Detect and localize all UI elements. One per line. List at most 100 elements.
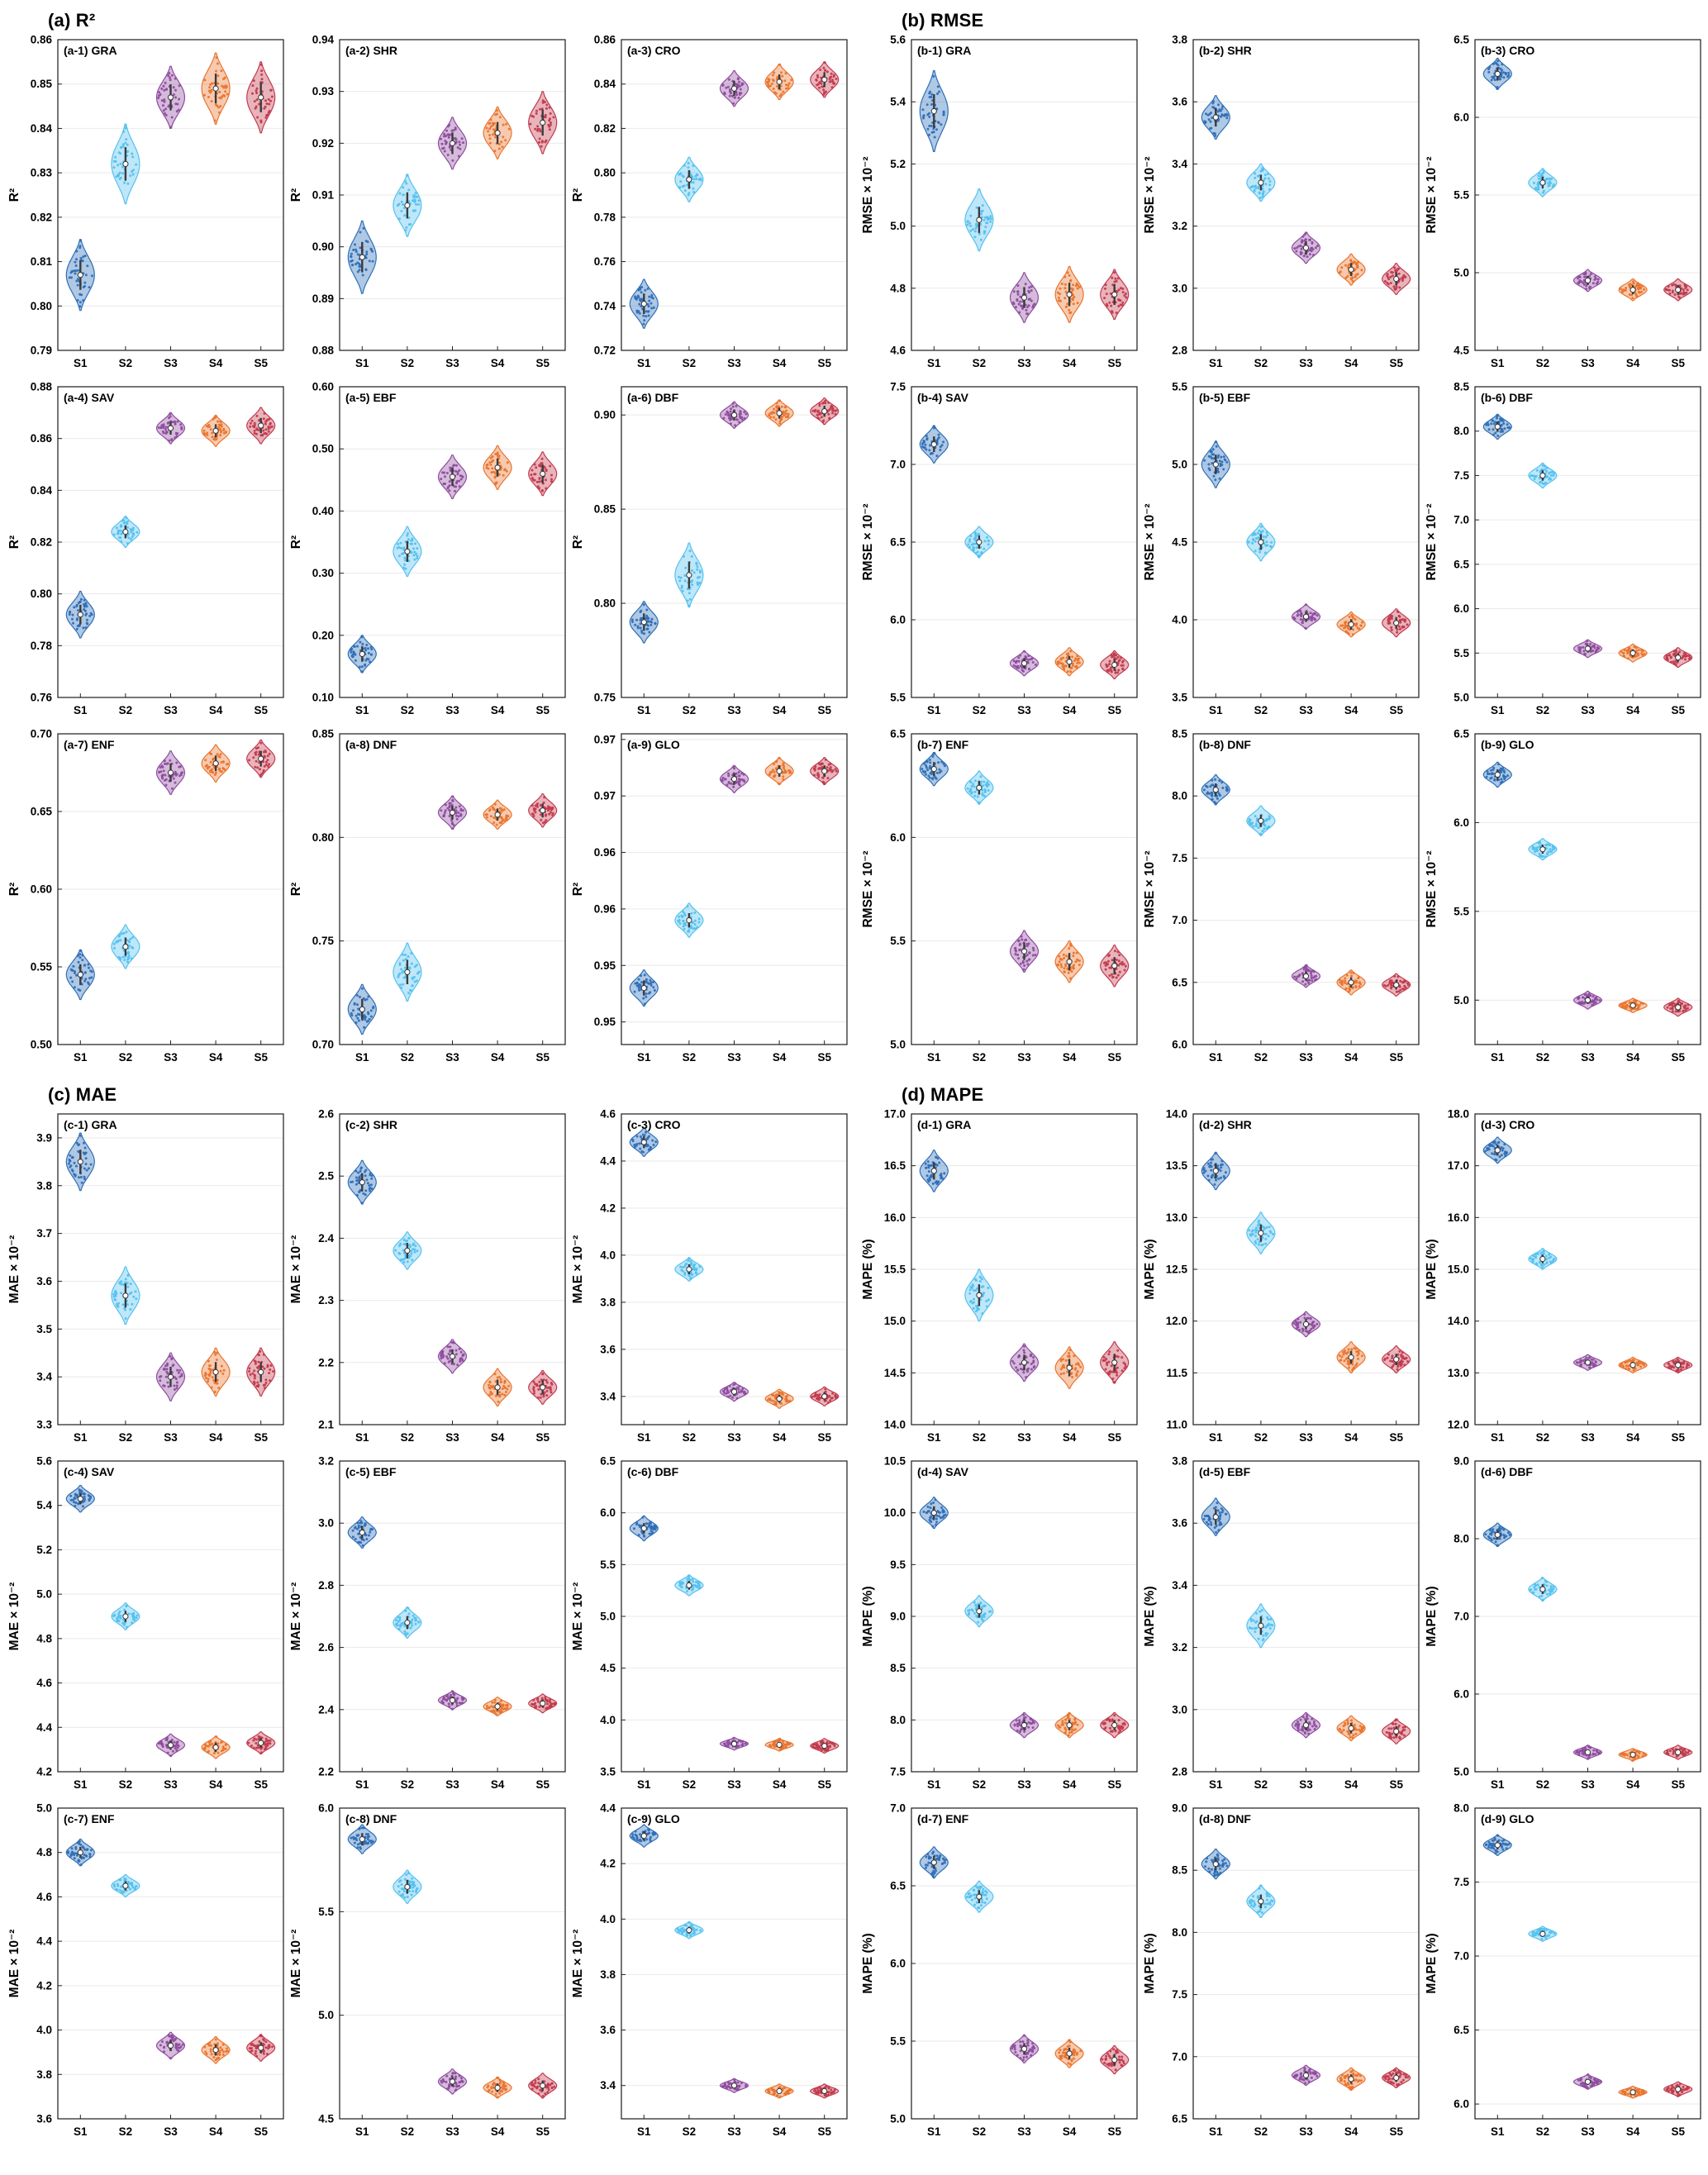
sample-point [1120, 664, 1123, 667]
median-marker [359, 650, 365, 657]
sample-point [1016, 290, 1020, 293]
sample-point [1547, 182, 1550, 185]
sample-point [1386, 273, 1389, 276]
sample-point [398, 962, 402, 965]
sample-point [498, 821, 502, 825]
sample-point [117, 174, 120, 178]
sample-point [488, 134, 492, 137]
sample-point [1355, 622, 1358, 626]
x-tick-label: S2 [119, 357, 133, 369]
sample-point [1065, 954, 1068, 958]
sample-point [819, 763, 821, 766]
panel-b-grid: 4.6 4.8 5.0 5.2 5.4 5.6 S1 S2 S3 S4 S5 (b-1) GRA RMS… [860, 31, 1706, 1073]
sample-point [1220, 113, 1224, 117]
subplot-a-6-dbf: 0.75 0.80 0.85 0.90 S1 S2 S3 S4 S5 (a-6) DBF R² [570, 378, 852, 726]
sample-point [550, 807, 554, 811]
sample-point [416, 557, 419, 559]
sample-point [269, 88, 273, 92]
sample-point [1544, 468, 1547, 471]
sample-point [818, 412, 821, 416]
sample-point [203, 79, 207, 82]
sample-point [251, 425, 255, 428]
sample-point [1215, 445, 1218, 448]
sample-point [1395, 285, 1398, 288]
sample-point [1537, 185, 1540, 188]
sample-point [402, 566, 406, 569]
x-tick-label: S3 [164, 1051, 178, 1064]
x-tick-label: S1 [1209, 704, 1223, 716]
sample-point [174, 96, 177, 99]
sample-point [269, 1368, 272, 1371]
sample-point [255, 87, 259, 90]
sample-point [683, 914, 687, 917]
sample-point [490, 460, 493, 464]
sample-point [982, 784, 985, 788]
sample-point [81, 959, 84, 962]
sample-point [1219, 109, 1222, 112]
sample-point [1593, 275, 1596, 278]
sample-point [1541, 464, 1544, 467]
median-marker [1302, 973, 1310, 979]
y-tick-label: 0.80 [31, 300, 52, 312]
sample-point [174, 420, 177, 423]
sample-point [1492, 419, 1495, 422]
y-tick-label: 0.81 [31, 255, 53, 268]
y-tick-label: 3.4 [36, 1371, 52, 1383]
sample-point [264, 428, 268, 431]
sample-point [633, 990, 636, 993]
sample-point [264, 116, 268, 119]
sample-point [1310, 972, 1312, 975]
sample-point [832, 74, 835, 77]
sample-point [445, 129, 449, 132]
sample-point [819, 69, 822, 71]
sample-point [402, 953, 405, 956]
sample-point [130, 538, 133, 540]
sample-point [135, 1297, 138, 1301]
violin-s2 [1246, 163, 1276, 202]
sample-point [831, 769, 835, 773]
sample-point [207, 1367, 211, 1370]
y-tick-label: 0.85 [312, 728, 335, 740]
y-tick-label: 5.5 [1172, 381, 1187, 393]
sample-point [1492, 433, 1495, 436]
y-tick-label: 8.5 [1453, 381, 1469, 393]
sample-point [1310, 974, 1313, 978]
violin-s2 [964, 188, 994, 252]
sample-point [985, 221, 988, 225]
median-marker [640, 619, 647, 626]
sample-point [216, 420, 219, 423]
sample-point [548, 106, 551, 109]
sample-point [1493, 79, 1496, 82]
sample-point [827, 401, 830, 404]
sample-point [780, 71, 783, 74]
sample-point [648, 299, 651, 302]
sample-point [75, 973, 78, 977]
sample-point [822, 419, 825, 422]
median-marker [212, 427, 219, 434]
sample-point [120, 1292, 123, 1295]
sample-point [370, 648, 373, 651]
sample-point [1387, 619, 1390, 621]
sample-point [975, 206, 978, 209]
sample-point [1066, 670, 1069, 673]
sample-point [729, 418, 732, 421]
sample-point [1253, 189, 1256, 193]
sample-point [540, 145, 543, 148]
x-tick-label: S2 [401, 1051, 415, 1064]
y-tick-label: 5.5 [1453, 905, 1469, 917]
sample-point [545, 468, 548, 471]
sample-point [1397, 614, 1401, 617]
sample-point [690, 911, 693, 915]
x-tick-label: S5 [1389, 704, 1403, 716]
median-marker [640, 985, 647, 992]
sample-point [773, 407, 775, 411]
sample-point [1401, 625, 1404, 628]
median-marker [1348, 266, 1354, 273]
sample-point [1254, 824, 1258, 827]
sample-point [1265, 531, 1268, 534]
sample-point [828, 416, 831, 420]
x-tick-label: S4 [1063, 1051, 1077, 1064]
sample-point [690, 554, 693, 558]
sample-point [1212, 453, 1216, 456]
